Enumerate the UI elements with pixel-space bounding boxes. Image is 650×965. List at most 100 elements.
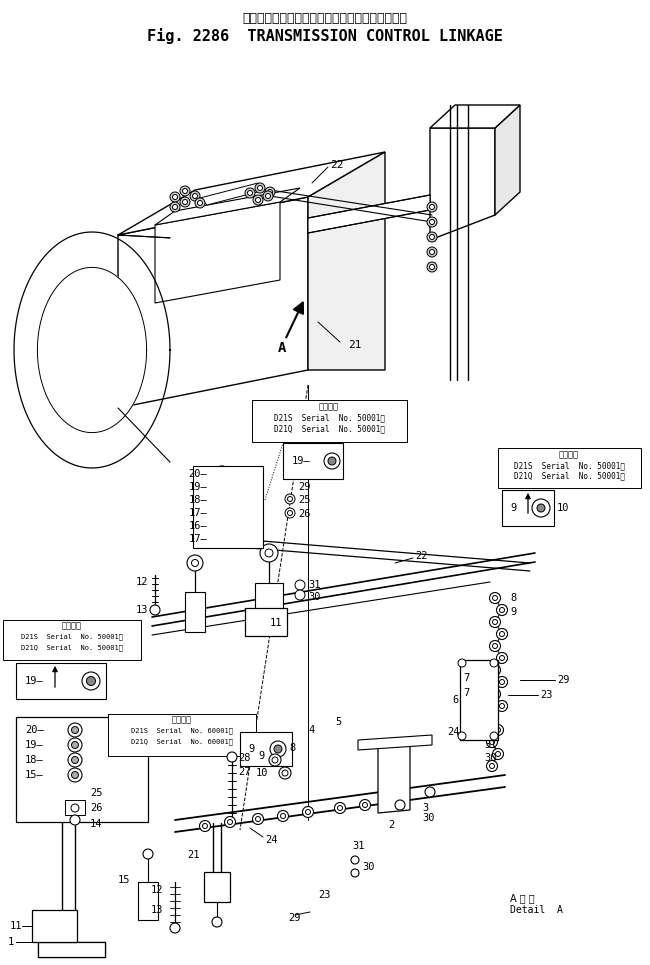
Circle shape [278,811,289,821]
Circle shape [427,262,437,272]
Circle shape [499,655,504,660]
Circle shape [287,510,292,515]
Circle shape [252,813,263,824]
Circle shape [493,620,497,624]
Bar [108,714,256,756]
Text: D21Q  Serial  No. 50001～: D21Q Serial No. 50001～ [21,645,123,651]
Text: 31: 31 [352,841,365,851]
Circle shape [427,232,437,242]
Polygon shape [118,197,308,408]
Circle shape [68,723,82,737]
Bar [3,620,141,660]
Bar [255,583,283,635]
Text: 21: 21 [187,850,200,860]
Circle shape [489,593,500,603]
Text: 19—: 19— [25,676,44,686]
Text: Fig. 2286  TRANSMISSION CONTROL LINKAGE: Fig. 2286 TRANSMISSION CONTROL LINKAGE [147,28,503,44]
Text: 31: 31 [308,580,320,590]
Circle shape [72,741,79,749]
Circle shape [180,186,190,196]
Text: 適用号範: 適用号範 [559,451,579,459]
Text: 19—: 19— [25,740,44,750]
Circle shape [486,736,497,748]
Circle shape [324,453,340,469]
Circle shape [218,470,226,478]
Circle shape [227,752,237,762]
Circle shape [335,803,346,813]
Text: 12: 12 [135,577,148,587]
Text: D21Q  Serial  No. 50001～: D21Q Serial No. 50001～ [274,425,385,433]
Circle shape [430,250,434,255]
Circle shape [537,504,545,512]
Circle shape [214,531,230,547]
Text: D21Q  Serial  No. 60001～: D21Q Serial No. 60001～ [131,738,233,745]
Circle shape [274,745,282,753]
Text: 17—: 17— [188,534,207,544]
Circle shape [257,185,263,190]
Polygon shape [14,232,170,468]
Text: 10: 10 [557,503,569,513]
Text: 30: 30 [484,753,497,763]
Bar [460,660,498,740]
Bar [498,448,641,488]
Text: 23: 23 [318,890,330,900]
Text: 3: 3 [422,803,428,813]
Text: D21S  Serial  No. 60001～: D21S Serial No. 60001～ [131,728,233,734]
Text: 19—: 19— [188,482,207,492]
Circle shape [218,535,226,543]
Circle shape [499,608,504,613]
Circle shape [192,194,198,199]
Circle shape [363,803,367,808]
Text: 12: 12 [151,885,163,895]
Circle shape [493,644,497,648]
Circle shape [427,247,437,257]
Text: 適用号範: 適用号範 [319,402,339,411]
Circle shape [255,816,261,821]
Bar [185,592,205,632]
Text: 11: 11 [10,921,22,931]
Circle shape [170,202,180,212]
Circle shape [72,771,79,779]
Circle shape [150,605,160,615]
Text: 30: 30 [362,862,374,872]
Circle shape [272,757,278,763]
Text: 9: 9 [510,503,516,513]
Text: D21S  Serial  No. 50001～: D21S Serial No. 50001～ [21,634,123,641]
Circle shape [493,595,497,600]
Circle shape [427,217,437,227]
Text: 4: 4 [308,725,314,735]
Circle shape [295,590,305,600]
Text: Detail  A: Detail A [510,905,563,915]
Text: 適用号範: 適用号範 [172,715,192,725]
Text: 31: 31 [484,740,497,750]
Circle shape [497,604,508,616]
Circle shape [224,816,235,828]
Circle shape [72,727,79,733]
Circle shape [72,757,79,763]
Circle shape [489,688,500,700]
Polygon shape [200,183,265,205]
Circle shape [214,479,230,495]
Circle shape [489,739,495,745]
Circle shape [265,549,273,557]
Text: 26: 26 [90,803,103,813]
Text: 20—: 20— [188,469,207,479]
Circle shape [351,856,359,864]
Circle shape [265,187,275,197]
Bar [16,717,148,822]
Text: 9: 9 [248,744,254,754]
Text: 23: 23 [540,690,552,700]
Circle shape [486,760,497,771]
Circle shape [170,192,180,202]
Text: 適用号範: 適用号範 [62,621,82,630]
Circle shape [281,813,285,818]
Text: 9: 9 [259,751,265,761]
Polygon shape [308,152,385,370]
Circle shape [183,188,187,194]
Circle shape [285,508,295,518]
Circle shape [198,201,203,206]
Circle shape [86,676,96,685]
Text: 18—: 18— [188,495,207,505]
Text: 29: 29 [557,675,569,685]
Circle shape [497,701,508,711]
